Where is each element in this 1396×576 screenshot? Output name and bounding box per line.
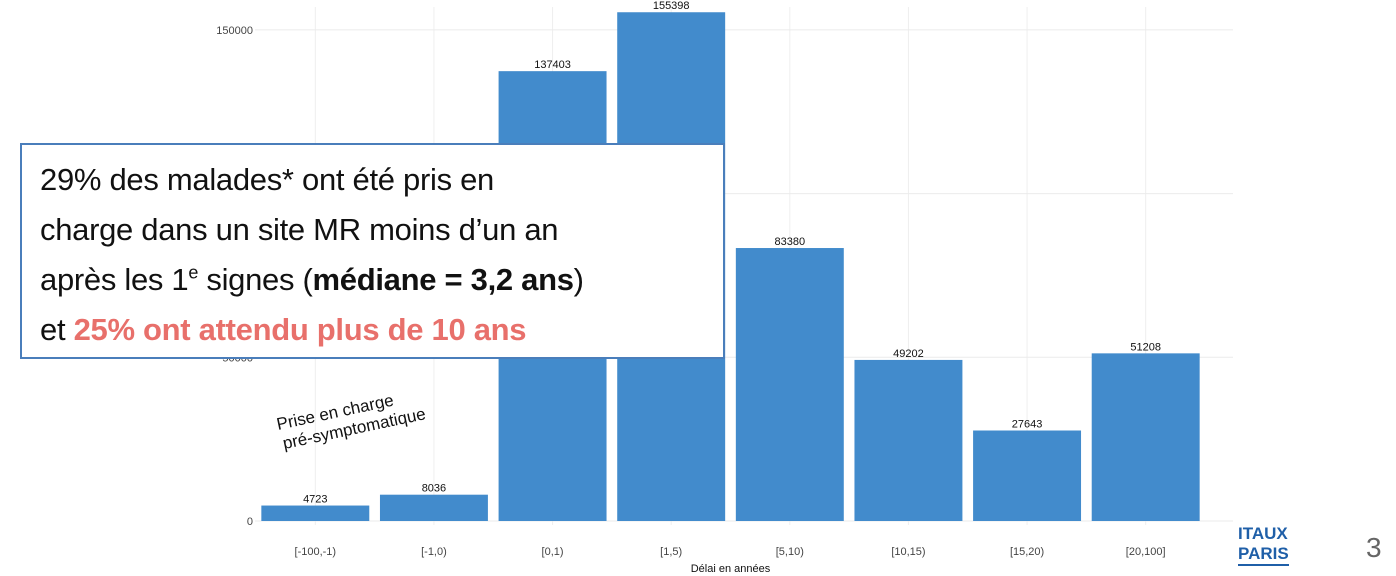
- bar: [854, 359, 963, 521]
- value-label: 8036: [422, 483, 446, 495]
- x-tick-label: [10,15): [891, 546, 925, 558]
- value-label: 49202: [893, 348, 924, 360]
- highlight-text: 25% ont attendu plus de 10 ans: [73, 312, 527, 347]
- value-label: 83380: [775, 236, 806, 248]
- value-label: 155398: [653, 0, 690, 12]
- bar: [735, 248, 844, 521]
- x-tick-label: [1,5): [660, 546, 682, 558]
- x-tick-label: [20,100]: [1126, 546, 1166, 558]
- text: signes (: [198, 262, 313, 297]
- bar: [261, 505, 370, 521]
- logo-text: ITAUX: [1238, 524, 1288, 543]
- callout-line: après les 1e signes (médiane = 3,2 ans): [40, 255, 723, 305]
- logo-text: PARIS: [1238, 544, 1289, 566]
- value-label: 4723: [303, 494, 327, 506]
- value-label: 27643: [1012, 419, 1043, 431]
- x-tick-label: [-1,0): [421, 546, 447, 558]
- bar: [973, 430, 1082, 521]
- callout-line: et 25% ont attendu plus de 10 ans: [40, 305, 723, 355]
- text: après les 1: [40, 262, 189, 297]
- bar: [1091, 353, 1200, 521]
- text: ): [573, 262, 584, 297]
- x-tick-label: [-100,-1): [295, 546, 337, 558]
- y-tick-label: 0: [247, 516, 253, 528]
- callout-line: charge dans un site MR moins d’un an: [40, 212, 559, 247]
- y-tick-label: 150000: [216, 25, 253, 37]
- x-axis-label: Délai en années: [691, 563, 771, 575]
- x-tick-label: [15,20): [1010, 546, 1044, 558]
- x-tick-label: [0,1): [542, 546, 564, 558]
- page-number: 3: [1366, 532, 1382, 563]
- logo: ITAUX PARIS: [1238, 524, 1289, 566]
- superscript: e: [188, 262, 199, 283]
- text: et: [40, 312, 74, 347]
- bold-text: médiane = 3,2 ans: [312, 262, 574, 297]
- value-label: 137403: [534, 59, 571, 71]
- x-tick-label: [5,10): [776, 546, 804, 558]
- callout: 29% des malades* ont été pris en charge …: [20, 143, 725, 359]
- value-label: 51208: [1130, 341, 1161, 353]
- callout-line: 29% des malades* ont été pris en: [40, 162, 494, 197]
- bar: [379, 494, 488, 521]
